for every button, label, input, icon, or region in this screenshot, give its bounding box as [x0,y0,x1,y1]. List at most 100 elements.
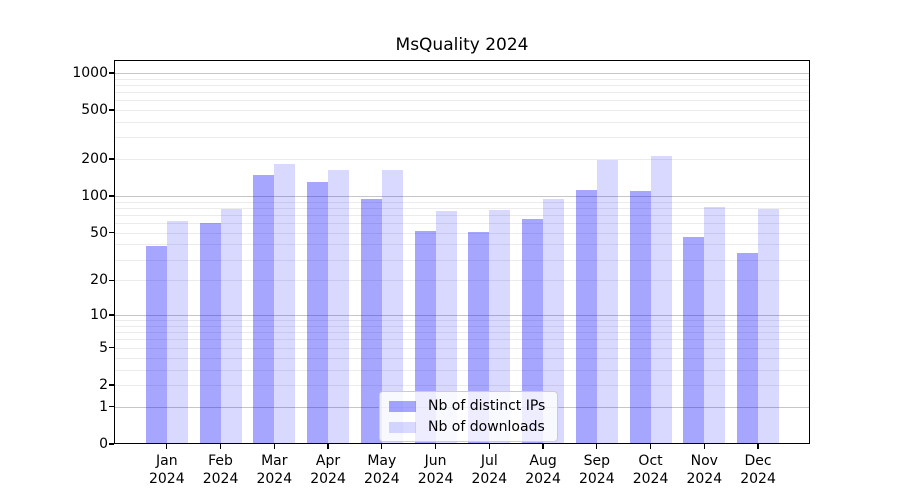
x-tick [166,444,168,449]
y-tick [109,279,114,282]
y-tick [109,158,114,160]
y-gridline-minor [114,78,810,80]
y-tick [109,72,114,74]
y-gridline-minor [114,100,810,102]
y-gridline-minor [114,369,810,371]
y-gridline-minor [114,110,810,112]
legend-label-downloads: Nb of downloads [428,419,545,435]
x-tick-label: Jun 2024 [417,453,454,488]
y-gridline-minor [114,325,810,327]
bar-ips [737,252,759,444]
legend-swatch-downloads [389,421,416,433]
bar-downloads [758,209,780,444]
bar-downloads [704,207,726,444]
y-gridline-minor [114,84,810,86]
x-tick [273,444,275,449]
x-tick-label: Jul 2024 [471,453,508,488]
bar-downloads [489,209,511,444]
y-gridline-minor [114,232,810,234]
y-gridline-minor [114,259,810,261]
bar-ips [253,174,275,444]
x-tick [703,444,705,449]
y-gridline-major [114,196,810,198]
x-tick [649,444,652,449]
bar-ips [145,245,167,444]
bar-downloads [650,155,672,444]
x-tick-label: Oct 2024 [632,453,669,488]
y-gridline-minor [114,159,810,161]
plot-area [114,60,810,444]
x-tick [327,444,329,449]
x-tick-label: Feb 2024 [202,453,239,488]
y-gridline-minor [114,121,810,123]
bar-downloads [328,170,350,444]
bar-ips [629,191,651,444]
bar-ips [575,189,597,444]
bar-ips [307,181,329,444]
y-gridline-minor [114,201,810,203]
bar-downloads [543,198,565,444]
legend-entry-downloads: Nb of downloads [389,419,545,435]
y-gridline-minor [114,347,810,349]
y-tick [109,384,114,386]
x-tick-label: Sep 2024 [578,453,615,488]
y-gridline-minor [114,280,810,282]
y-tick-label: 20 [90,272,108,289]
bar-ips [414,230,436,444]
y-gridline-minor [114,214,810,216]
bar-downloads [435,211,457,444]
y-tick [109,314,114,316]
y-tick [109,195,114,197]
legend: Nb of distinct IPs Nb of downloads [379,391,559,442]
x-tick [488,444,490,449]
x-tick [596,444,598,449]
bar-downloads [596,160,618,444]
y-gridline-major [114,72,810,74]
bar-ips [199,223,221,444]
y-gridline-minor [114,244,810,246]
y-tick-label: 10 [90,307,108,324]
y-tick [109,406,114,408]
bar-downloads [220,208,242,444]
y-tick-label: 5 [99,339,108,356]
y-tick [109,109,114,111]
legend-label-ips: Nb of distinct IPs [428,398,546,414]
y-gridline-minor [114,223,810,225]
y-gridline-minor [114,339,810,341]
y-tick-label: 1 [99,398,108,415]
y-tick-label: 200 [81,151,108,168]
y-tick-label: 0 [99,436,108,452]
x-tick [542,444,544,449]
legend-entry-ips: Nb of distinct IPs [389,398,545,414]
bar-ips [468,231,490,444]
y-tick-label: 1000 [72,64,108,81]
bar-downloads [381,169,403,444]
legend-swatch-ips [389,400,416,412]
y-tick-label: 2 [99,376,108,393]
x-tick-label: Nov 2024 [686,453,723,488]
y-gridline-minor [114,384,810,386]
x-tick [381,444,383,449]
y-tick [109,443,114,445]
x-tick-label: Jan 2024 [148,453,185,488]
x-tick [219,444,222,449]
y-gridline-minor [114,137,810,139]
bar-ips [522,218,544,444]
bar-ips [683,237,705,444]
y-gridline-minor [114,91,810,93]
x-tick-label: Dec 2024 [740,453,776,488]
bar-downloads [274,163,296,444]
x-tick [434,444,437,449]
x-tick-label: May 2024 [363,453,400,488]
x-tick [757,444,759,449]
y-tick-label: 500 [81,102,108,119]
y-gridline-minor [114,357,810,359]
y-tick-label: 50 [90,224,108,241]
x-tick-label: Aug 2024 [525,453,561,488]
y-gridline-minor [114,320,810,322]
y-gridline-minor [114,207,810,209]
y-gridline-major [114,315,810,317]
y-tick [109,347,114,349]
chart-title: MsQuality 2024 [395,35,529,55]
bar-downloads [166,220,188,444]
